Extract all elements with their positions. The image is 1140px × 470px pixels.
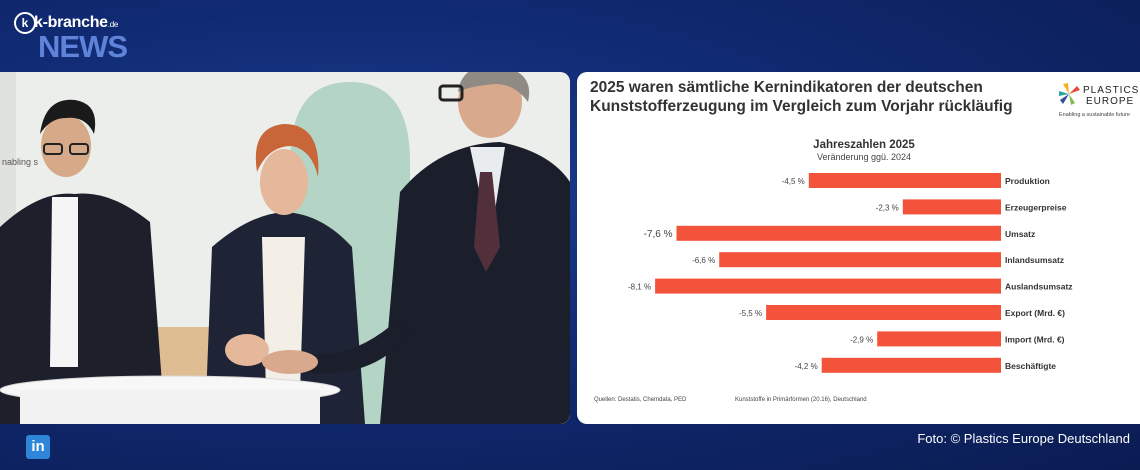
category-label: Beschäftigte	[1005, 361, 1056, 371]
plastics-europe-star-icon	[1059, 83, 1080, 105]
backdrop-text: nabling s	[2, 157, 39, 167]
category-label: Export (Mrd. €)	[1005, 308, 1065, 318]
bar-value-label: -5,5 %	[739, 309, 762, 318]
bar-chart: 2025 waren sämtliche Kernindikatoren der…	[590, 79, 1139, 403]
org-logo-tagline: Enabling a sustainable future	[1059, 112, 1130, 118]
bar	[676, 225, 1001, 241]
photo-credit: Foto: © Plastics Europe Deutschland	[917, 431, 1130, 446]
bar	[821, 357, 1001, 373]
bar-value-label: -4,5 %	[782, 177, 805, 186]
org-logo-line2: EUROPE	[1086, 96, 1134, 107]
k-branche-news-logo[interactable]: k k-branche.de NEWS	[12, 8, 142, 64]
chart-headline-line1: 2025 waren sämtliche Kernindikatoren der…	[590, 79, 983, 96]
person-left	[0, 99, 165, 424]
chart-source-note: Quellen: Destatis, Chemdata, PED	[594, 397, 687, 403]
logo-news-text: NEWS	[38, 29, 128, 64]
person-right	[262, 72, 570, 424]
bar	[766, 305, 1001, 320]
bar	[719, 252, 1001, 268]
category-label: Inlandsumsatz	[1005, 255, 1064, 265]
chart-card: 2025 waren sämtliche Kernindikatoren der…	[577, 72, 1140, 424]
chart-scope-note: Kunststoffe in Primärformen (20.16), Deu…	[735, 397, 867, 403]
bar-value-label: -6,6 %	[692, 256, 715, 265]
bar-value-label: -4,2 %	[795, 362, 818, 371]
bar-value-label: -7,6 %	[644, 229, 673, 240]
plastics-europe-logo: PLASTICS EUROPE Enabling a sustainable f…	[1059, 83, 1139, 118]
category-label: Auslandsumsatz	[1005, 282, 1073, 292]
video-frame-photo: nabling s	[0, 72, 570, 424]
org-logo-line1: PLASTICS	[1083, 85, 1139, 96]
logo-brand-text: k-branche.de	[34, 14, 119, 31]
bar	[877, 331, 1001, 347]
category-label: Umsatz	[1005, 229, 1035, 239]
bar	[655, 278, 1001, 294]
chart-headline-line2: Kunststofferzeugung im Vergleich zum Vor…	[590, 98, 1013, 115]
category-label: Produktion	[1005, 176, 1050, 186]
bar	[902, 199, 1001, 215]
bar-value-label: -8,1 %	[628, 283, 651, 292]
speakers-illustration: nabling s	[0, 72, 570, 424]
chart-title: Jahreszahlen 2025	[813, 139, 915, 151]
linkedin-icon[interactable]: in	[26, 435, 50, 459]
chart-subtitle: Veränderung ggü. 2024	[817, 152, 911, 162]
bar-value-label: -2,3 %	[876, 203, 899, 212]
bars-layer: -4,5 % Produktion -2,3 % Erzeugerpreise -7,6…	[628, 173, 1073, 373]
category-label: Import (Mrd. €)	[1005, 334, 1065, 344]
k-logo-ring: k	[14, 12, 36, 34]
bar-value-label: -2,9 %	[850, 335, 873, 344]
bar	[808, 173, 1001, 188]
category-label: Erzeugerpreise	[1005, 202, 1067, 212]
